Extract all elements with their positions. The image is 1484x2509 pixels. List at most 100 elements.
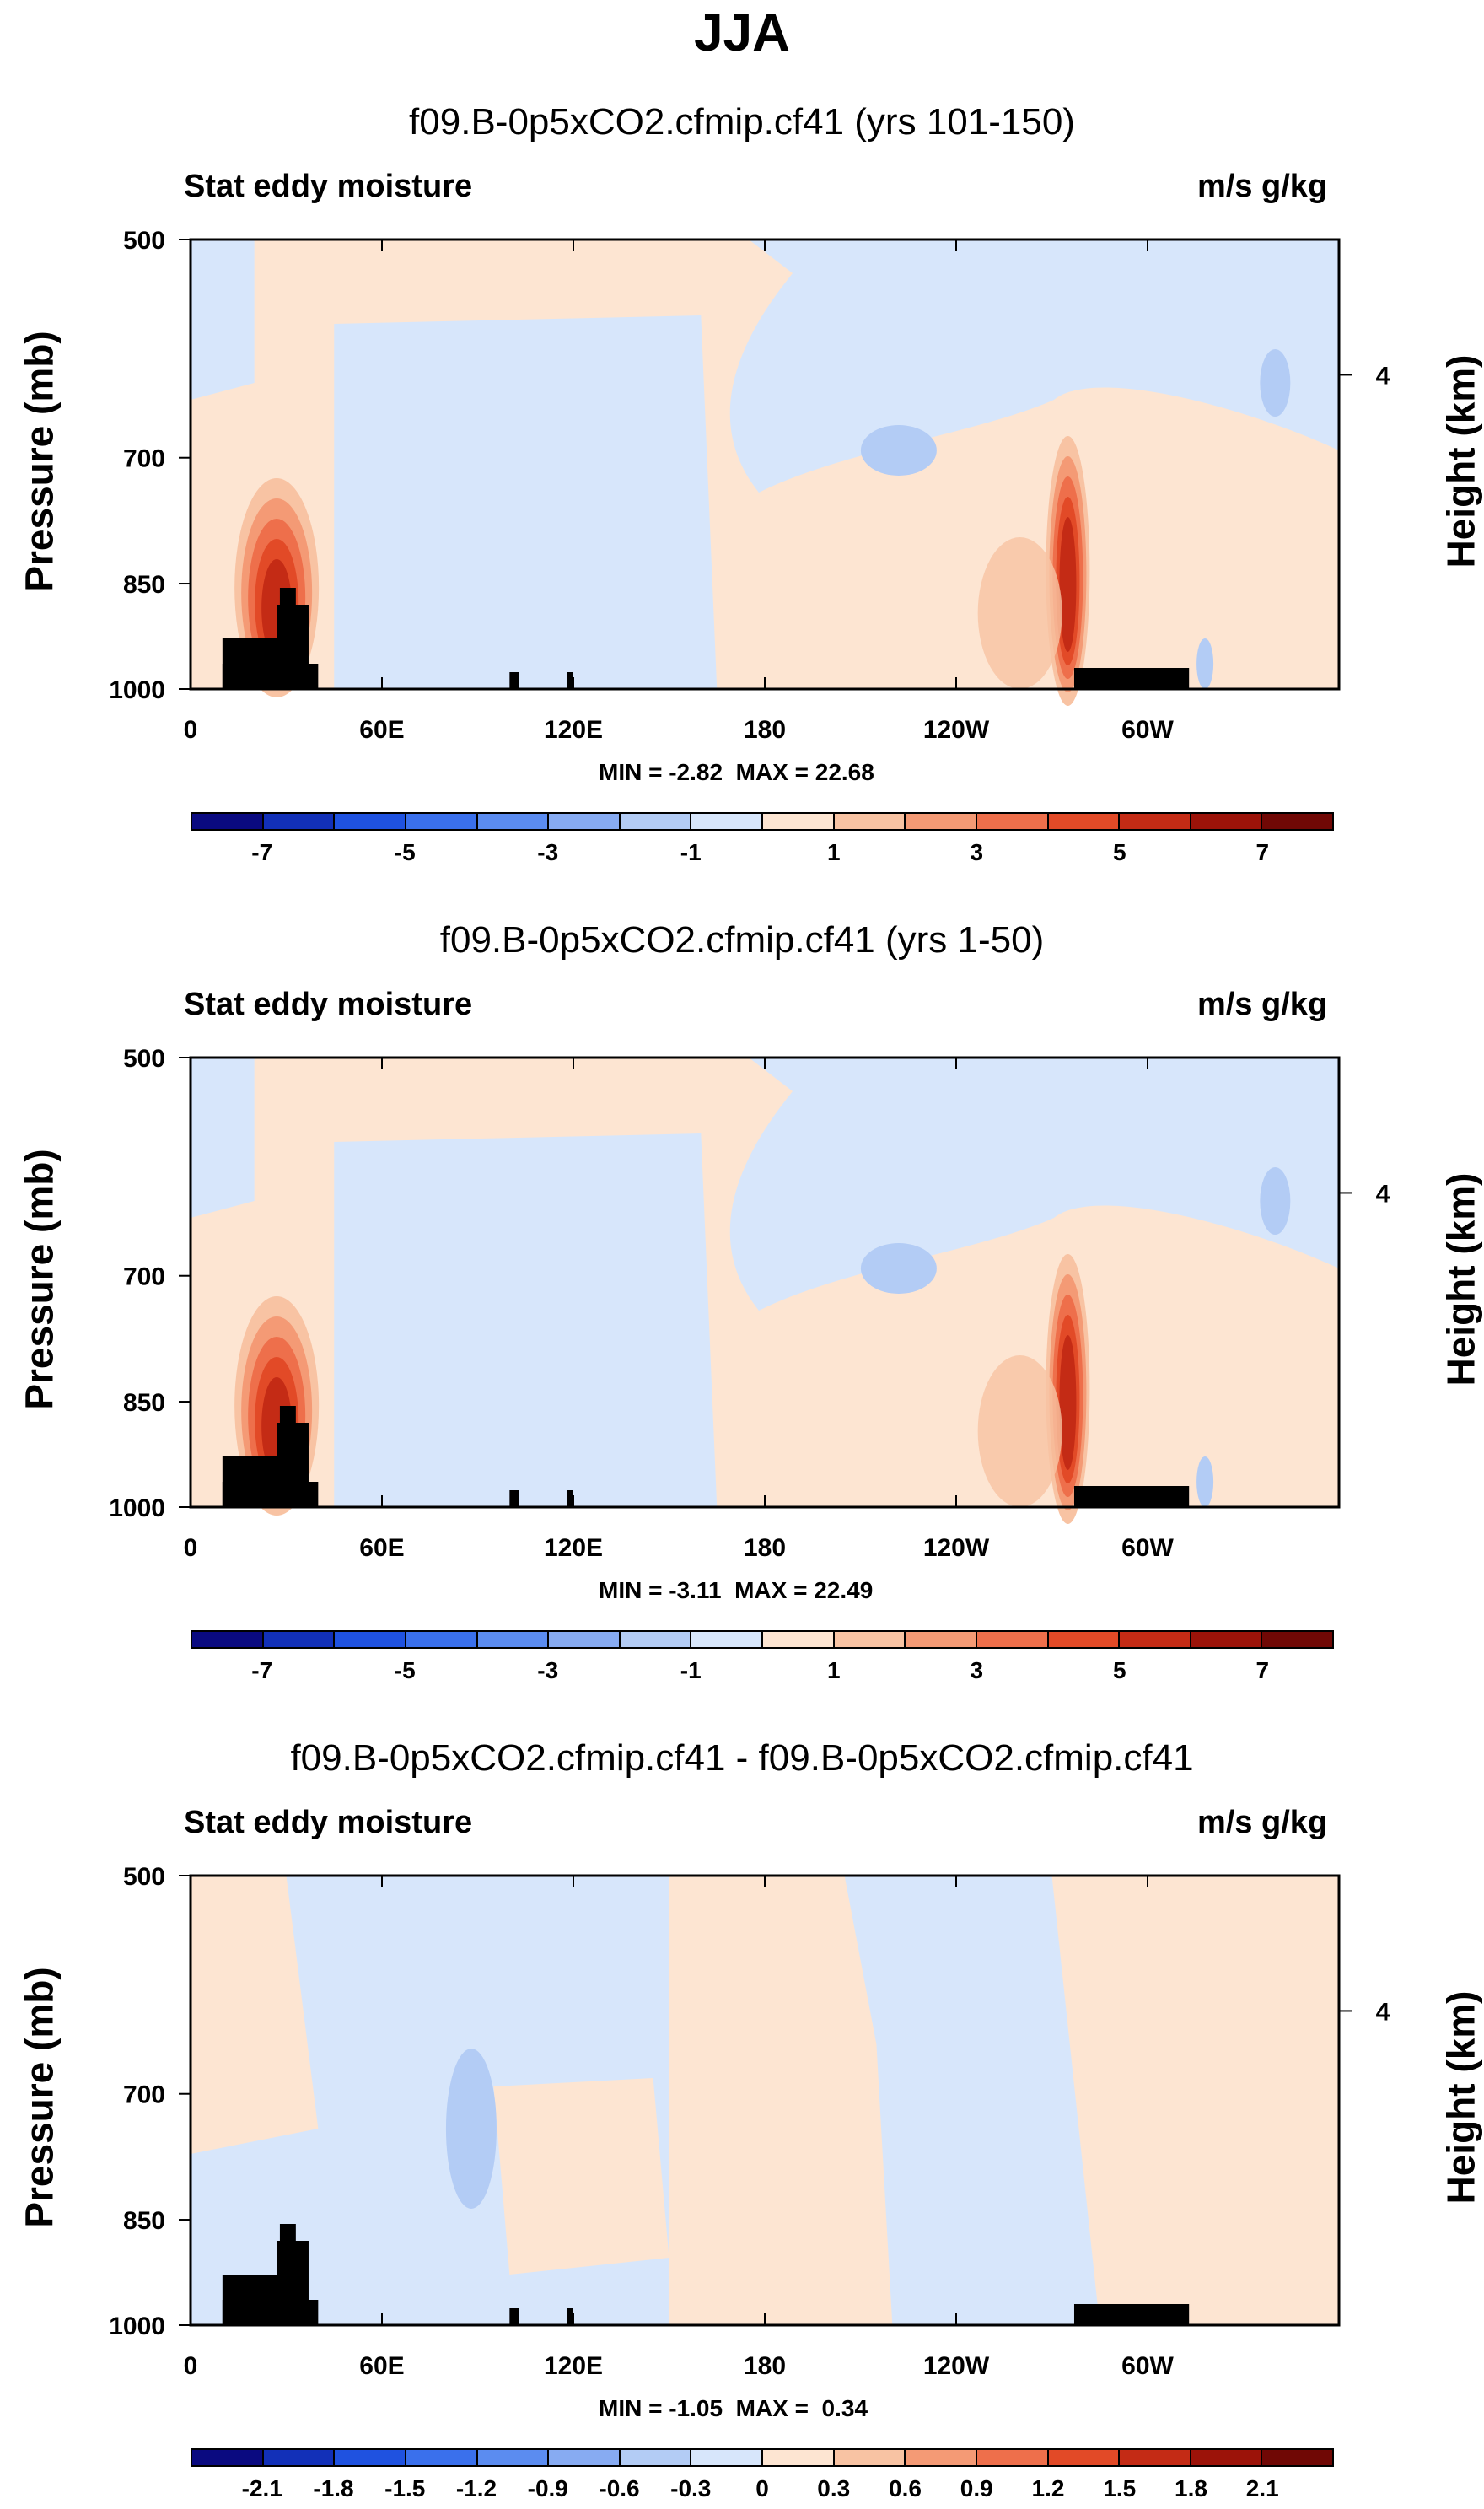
positive-region: [493, 2078, 669, 2275]
x-tick-label: 60W: [1121, 2352, 1174, 2380]
colorbar-label: -0.3: [670, 2475, 712, 2501]
colorbar-swatch: [691, 814, 763, 829]
colorbar-swatch: [906, 2450, 977, 2465]
panel-left-label: Stat eddy moisture: [184, 1805, 473, 1840]
x-tick-label: 60W: [1121, 716, 1174, 744]
colorbar-label: 2.1: [1245, 2475, 1279, 2501]
colorbar-label: 7: [1255, 1657, 1270, 1683]
colorbar-swatch: [335, 1632, 406, 1647]
colorbar-label: -5: [394, 1657, 416, 1683]
colorbar-swatch: [976, 2450, 1049, 2465]
topography-mask: [509, 1490, 519, 1507]
colorbar-swatch: [976, 1632, 1049, 1647]
colorbar-label: -3: [537, 839, 559, 865]
contour-plot-panel: 0 60E 120E 180 120W 60W 500 700 850 1000 4: [109, 1863, 1390, 2380]
height-tick-label: 4: [1376, 1180, 1390, 1208]
colorbar-swatch: [549, 2450, 621, 2465]
panel-title: f09.B-0p5xCO2.cfmip.cf41 (yrs 1-50): [439, 919, 1045, 961]
colorbar-label: -3: [537, 1657, 559, 1683]
colorbar-swatch: [335, 2450, 406, 2465]
x-tick-label: 60E: [359, 1534, 404, 1562]
colorbar-label: 3: [970, 839, 984, 865]
colorbar-swatch: [1048, 814, 1121, 829]
colorbar-label: 5: [1112, 1657, 1126, 1683]
colorbar-label: 1: [826, 839, 841, 865]
topography-mask: [1073, 1486, 1190, 1507]
positive-region: [1051, 1876, 1339, 2325]
y-tick-label: 1000: [109, 1494, 165, 1522]
panel-unit-label: m/s g/kg: [1197, 1805, 1328, 1840]
colorbar-swatch: [192, 1632, 264, 1647]
x-tick-label: 180: [744, 716, 786, 744]
colorbar-swatch: [1191, 2450, 1263, 2465]
y-tick-label: 850: [123, 571, 165, 599]
colorbar: [191, 2448, 1334, 2467]
topography-mask: [279, 588, 296, 689]
colorbar-swatch: [1262, 1632, 1332, 1647]
colorbar-label: 1.8: [1175, 2475, 1207, 2501]
colorbar-swatch: [263, 2450, 336, 2465]
negative-region: [1260, 349, 1291, 417]
panel-title: f09.B-0p5xCO2.cfmip.cf41 - f09.B-0p5xCO2…: [290, 1737, 1194, 1779]
figure-title: JJA: [694, 4, 790, 62]
y-tick-label: 700: [123, 1263, 165, 1291]
colorbar-swatch: [1191, 1632, 1263, 1647]
colorbar-swatch: [1262, 814, 1332, 829]
colorbar-label: -1.5: [384, 2475, 426, 2501]
topography-mask: [509, 672, 519, 689]
y-tick-label: 1000: [109, 2312, 165, 2340]
height-tick-label: 4: [1376, 362, 1390, 390]
colorbar-label: 0.3: [817, 2475, 851, 2501]
panel-unit-label: m/s g/kg: [1197, 987, 1328, 1022]
colorbar-swatch: [192, 2450, 264, 2465]
colorbar-label: 0: [755, 2475, 769, 2501]
colorbar-swatch: [763, 814, 835, 829]
x-tick-label: 120W: [923, 2352, 990, 2380]
topography-mask: [1073, 668, 1190, 689]
negative-region: [191, 1058, 255, 1218]
x-tick-label: 120E: [544, 1534, 603, 1562]
colorbar-label: -7: [251, 839, 273, 865]
colorbar-label: -1: [680, 1657, 702, 1683]
x-tick-label: 0: [184, 716, 198, 744]
negative-region: [1196, 1456, 1214, 1507]
x-tick-label: 120W: [923, 716, 990, 744]
negative-region: [334, 1133, 718, 1507]
colorbar-swatch: [1120, 814, 1191, 829]
colorbar-swatch: [263, 1632, 336, 1647]
colorbar-label: 5: [1112, 839, 1126, 865]
colorbar-label: -7: [251, 1657, 273, 1683]
colorbar-label: -1.2: [455, 2475, 497, 2501]
panel-unit-label: m/s g/kg: [1197, 169, 1328, 204]
colorbar-swatch: [406, 814, 478, 829]
topography-mask: [279, 1406, 296, 1507]
colorbar-swatch: [976, 814, 1049, 829]
colorbar-swatch: [1120, 2450, 1191, 2465]
negative-region: [334, 315, 718, 689]
min-max-stats: MIN = -2.82 MAX = 22.68: [599, 759, 874, 785]
negative-region: [445, 2049, 497, 2209]
positive-region: [669, 1876, 893, 2325]
colorbar-swatch: [691, 1632, 763, 1647]
topography-mask: [222, 638, 287, 689]
colorbar-swatch: [763, 2450, 835, 2465]
colorbar-label: 7: [1255, 839, 1270, 865]
colorbar-label: -0.9: [527, 2475, 568, 2501]
positive-region: [977, 537, 1062, 689]
colorbar-swatch: [834, 1632, 906, 1647]
topography-mask: [1073, 2304, 1190, 2325]
colorbar-swatch: [335, 814, 406, 829]
colorbar: [191, 812, 1334, 831]
colorbar-swatch: [477, 1632, 550, 1647]
topography-mask: [567, 2308, 573, 2325]
y-tick-label: 1000: [109, 676, 165, 704]
colorbar-swatch: [834, 2450, 906, 2465]
colorbar-swatch: [406, 2450, 478, 2465]
colorbar-label: -2.1: [241, 2475, 282, 2501]
colorbar-swatch: [620, 2450, 692, 2465]
colorbar-label: 0.9: [960, 2475, 993, 2501]
topography-mask: [509, 2308, 519, 2325]
colorbar-label: -5: [394, 839, 416, 865]
panel-left-label: Stat eddy moisture: [184, 987, 473, 1022]
panel-title: f09.B-0p5xCO2.cfmip.cf41 (yrs 101-150): [409, 101, 1075, 143]
